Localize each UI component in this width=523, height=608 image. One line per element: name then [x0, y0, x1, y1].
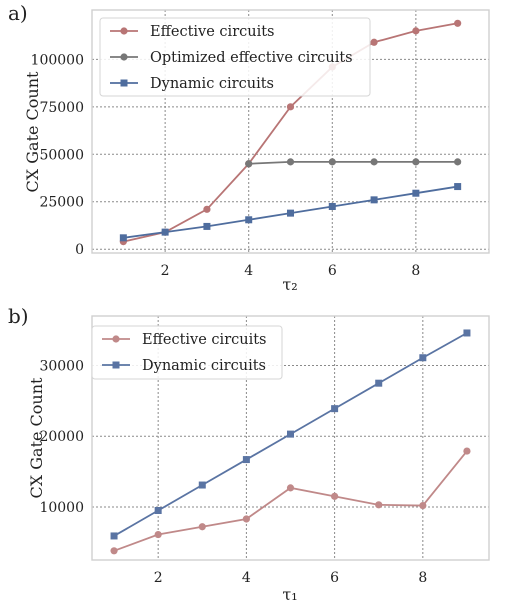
data-point	[245, 160, 253, 168]
y-tick-label: 50000	[39, 147, 84, 163]
data-point	[286, 103, 295, 111]
legend-marker	[120, 27, 128, 35]
legend-marker	[112, 361, 120, 369]
data-point	[203, 205, 211, 213]
data-point	[154, 506, 162, 514]
data-point	[412, 189, 420, 197]
plot-frame	[91, 315, 490, 561]
series-line	[113, 450, 468, 552]
data-point	[370, 38, 378, 46]
y-tick-label: 0	[75, 242, 84, 258]
data-point	[370, 196, 378, 204]
plot-frame	[91, 9, 490, 254]
data-point	[331, 492, 339, 500]
data-point	[328, 202, 336, 210]
series-2	[119, 183, 462, 242]
series-1	[245, 158, 462, 168]
data-point	[286, 158, 295, 166]
x-tick-label: 6	[330, 570, 339, 586]
data-point	[331, 405, 339, 413]
series-0	[110, 447, 471, 555]
data-point	[198, 481, 206, 489]
y-tick-label: 10000	[39, 500, 84, 516]
chart-panel-b: b) 2 4 6 8 10000 20000 30000 τ₁ CX Gate Count Effe…	[8, 304, 490, 604]
series-line	[248, 160, 458, 165]
data-point	[412, 158, 420, 166]
y-tick-label: 30000	[39, 359, 84, 375]
y-tick-label: 75000	[39, 100, 84, 116]
data-point	[110, 547, 118, 555]
y-tick-label: 100000	[31, 52, 84, 68]
data-point	[286, 484, 295, 492]
legend-marker	[112, 335, 120, 343]
legend-entry: Optimized effective circuits	[150, 50, 353, 66]
data-point	[198, 523, 206, 531]
x-axis-label: τ₁	[282, 585, 297, 604]
data-point	[463, 329, 471, 337]
data-point	[242, 515, 250, 523]
data-point	[154, 530, 162, 539]
data-point	[454, 158, 462, 166]
chart-panel-a: a) 2 4 6 8 0 25000 50000 75000 100000 τ₂ CX Gate Co…	[8, 1, 490, 294]
data-point	[242, 456, 250, 464]
data-point	[412, 27, 420, 35]
x-tick-label: 4	[242, 570, 251, 586]
x-tick-label: 2	[161, 263, 170, 279]
data-point	[287, 209, 294, 217]
data-point	[375, 379, 383, 387]
legend-entry: Effective circuits	[142, 332, 267, 348]
data-point	[245, 216, 253, 224]
y-tick-label: 25000	[39, 195, 84, 211]
legend-entry: Dynamic circuits	[150, 76, 274, 92]
legend: Effective circuits Optimized effective ci…	[99, 17, 371, 97]
series-1	[110, 329, 471, 540]
legend-marker	[120, 79, 128, 87]
legend: Effective circuits Dynamic circuits	[91, 325, 283, 380]
legend-entry: Effective circuits	[150, 24, 275, 40]
x-tick-label: 8	[411, 263, 420, 279]
data-point	[375, 501, 383, 509]
data-point	[161, 228, 169, 236]
y-axis-label: CX Gate Count	[27, 377, 46, 499]
data-point	[287, 430, 294, 438]
legend-marker	[120, 53, 128, 61]
x-tick-label: 8	[418, 570, 427, 586]
data-point	[419, 354, 427, 362]
data-point	[203, 222, 211, 230]
y-axis-label: CX Gate Count	[23, 71, 42, 193]
data-point	[370, 158, 378, 166]
legend-entry: Dynamic circuits	[142, 358, 266, 374]
x-tick-label: 4	[244, 263, 253, 279]
y-tick-label: 20000	[39, 429, 84, 445]
data-point	[454, 183, 462, 191]
panel-label: b)	[8, 304, 29, 328]
legend-box	[91, 325, 283, 380]
data-point	[419, 501, 427, 510]
panel-label: a)	[8, 1, 28, 25]
legend-box	[99, 17, 371, 97]
data-point	[110, 532, 118, 540]
data-point	[454, 19, 462, 27]
data-point	[463, 447, 471, 455]
data-point	[328, 158, 336, 166]
x-tick-label: 2	[154, 570, 163, 586]
data-point	[119, 234, 127, 242]
x-tick-label: 6	[328, 263, 337, 279]
x-axis-label: τ₂	[282, 275, 297, 294]
